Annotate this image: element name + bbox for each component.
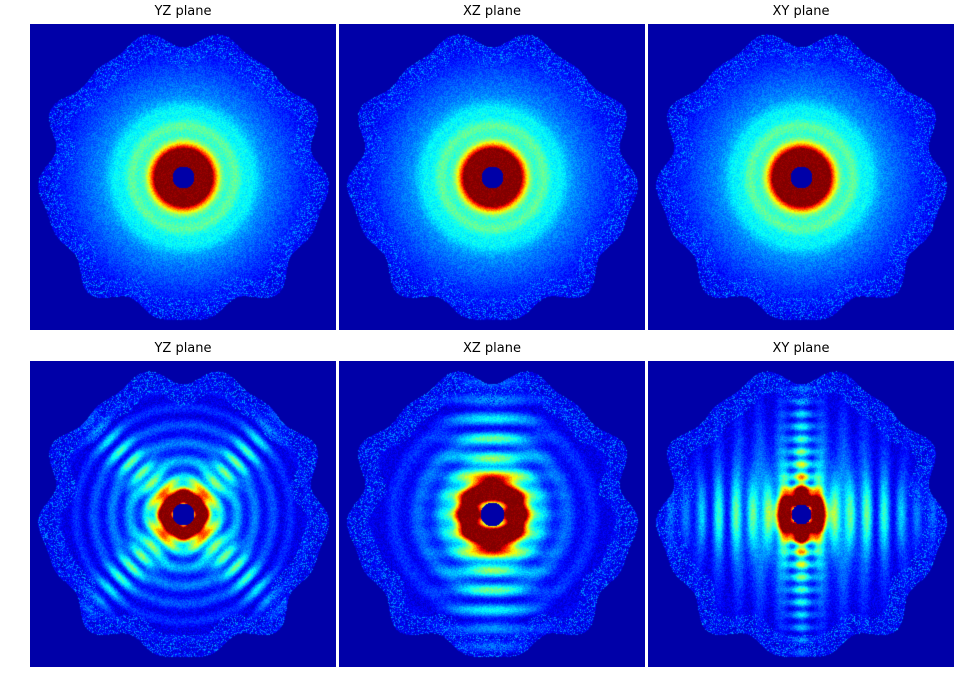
heatmap-panel-xz-bottom xyxy=(339,361,645,667)
heatmap-image xyxy=(30,24,336,330)
heatmap-panel-xz-top xyxy=(339,24,645,330)
heatmap-panel-yz-bottom xyxy=(30,361,336,667)
panel-title-2: XZ plane xyxy=(462,4,521,19)
heatmap-image xyxy=(30,361,336,667)
panel-title-4: YZ plane xyxy=(154,341,212,356)
heatmap-panel-xy-top xyxy=(648,24,954,330)
heatmap-image xyxy=(339,361,645,667)
panel-title-5: XZ plane xyxy=(462,341,521,356)
panel-title-3: XY plane xyxy=(772,4,830,19)
heatmap-image xyxy=(648,361,954,667)
heatmap-image xyxy=(339,24,645,330)
panel-title-6: XY plane xyxy=(772,341,830,356)
panel-title-1: YZ plane xyxy=(154,4,212,19)
heatmap-panel-xy-bottom xyxy=(648,361,954,667)
heatmap-panel-yz-top xyxy=(30,24,336,330)
heatmap-image xyxy=(648,24,954,330)
